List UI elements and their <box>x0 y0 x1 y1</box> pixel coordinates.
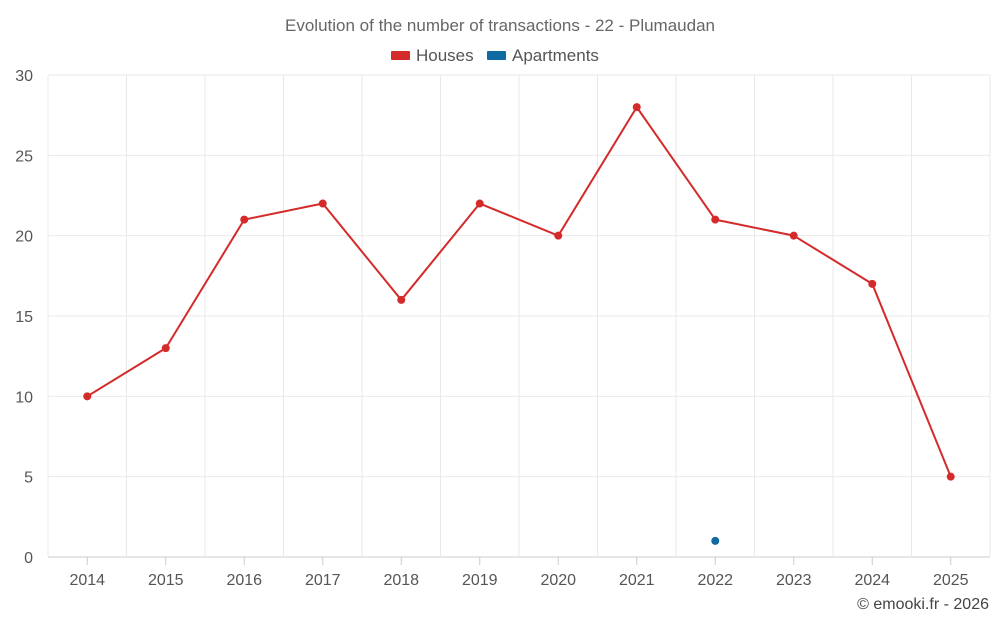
data-point-houses-2019[interactable] <box>475 199 484 208</box>
y-tick-label: 10 <box>15 389 33 406</box>
x-tick-label: 2017 <box>305 572 341 589</box>
data-point-houses-2017[interactable] <box>318 199 327 208</box>
x-tick-label: 2019 <box>462 572 498 589</box>
y-tick-label: 15 <box>15 309 33 326</box>
data-point-houses-2020[interactable] <box>554 231 563 240</box>
x-tick-label: 2020 <box>540 572 576 589</box>
legend-label-apartments[interactable]: Apartments <box>512 46 599 65</box>
series-layer <box>83 103 955 545</box>
series-line-houses <box>86 106 952 478</box>
chart-title: Evolution of the number of transactions … <box>285 16 715 35</box>
data-point-houses-2023[interactable] <box>789 231 798 240</box>
x-tick-label: 2015 <box>148 572 184 589</box>
data-point-houses-2024[interactable] <box>868 279 877 288</box>
x-tick-label: 2018 <box>383 572 419 589</box>
credit-text: © emooki.fr - 2026 <box>857 596 989 613</box>
x-tick-label: 2022 <box>697 572 733 589</box>
data-point-houses-2015[interactable] <box>161 344 170 353</box>
data-point-houses-2025[interactable] <box>946 472 955 481</box>
gridlines <box>47 74 991 558</box>
y-tick-label: 30 <box>15 68 33 85</box>
data-point-houses-2018[interactable] <box>397 295 406 304</box>
data-point-apartments-2022[interactable] <box>711 536 720 545</box>
x-tick-label: 2024 <box>854 572 890 589</box>
legend-swatch-houses <box>391 51 410 60</box>
data-point-houses-2016[interactable] <box>240 215 249 224</box>
y-tick-label: 20 <box>15 229 33 246</box>
data-point-houses-2022[interactable] <box>711 215 720 224</box>
y-tick-label: 0 <box>24 550 33 567</box>
x-tick-label: 2016 <box>226 572 262 589</box>
legend-label-houses[interactable]: Houses <box>416 46 474 65</box>
x-axis-ticks: 2014 2015 2016 2017 2018 2019 2020 2021 2022 2023… <box>69 557 969 589</box>
y-tick-label: 25 <box>15 148 33 165</box>
data-point-houses-2021[interactable] <box>632 103 641 112</box>
x-tick-label: 2023 <box>776 572 812 589</box>
x-tick-label: 2025 <box>933 572 969 589</box>
y-axis-ticks: 0 5 10 15 20 25 30 <box>15 68 33 567</box>
legend: Houses Apartments <box>391 46 599 65</box>
data-point-houses-2014[interactable] <box>83 392 92 401</box>
y-tick-label: 5 <box>24 470 33 487</box>
x-tick-label: 2021 <box>619 572 655 589</box>
legend-swatch-apartments <box>487 51 506 60</box>
x-tick-label: 2014 <box>69 572 105 589</box>
